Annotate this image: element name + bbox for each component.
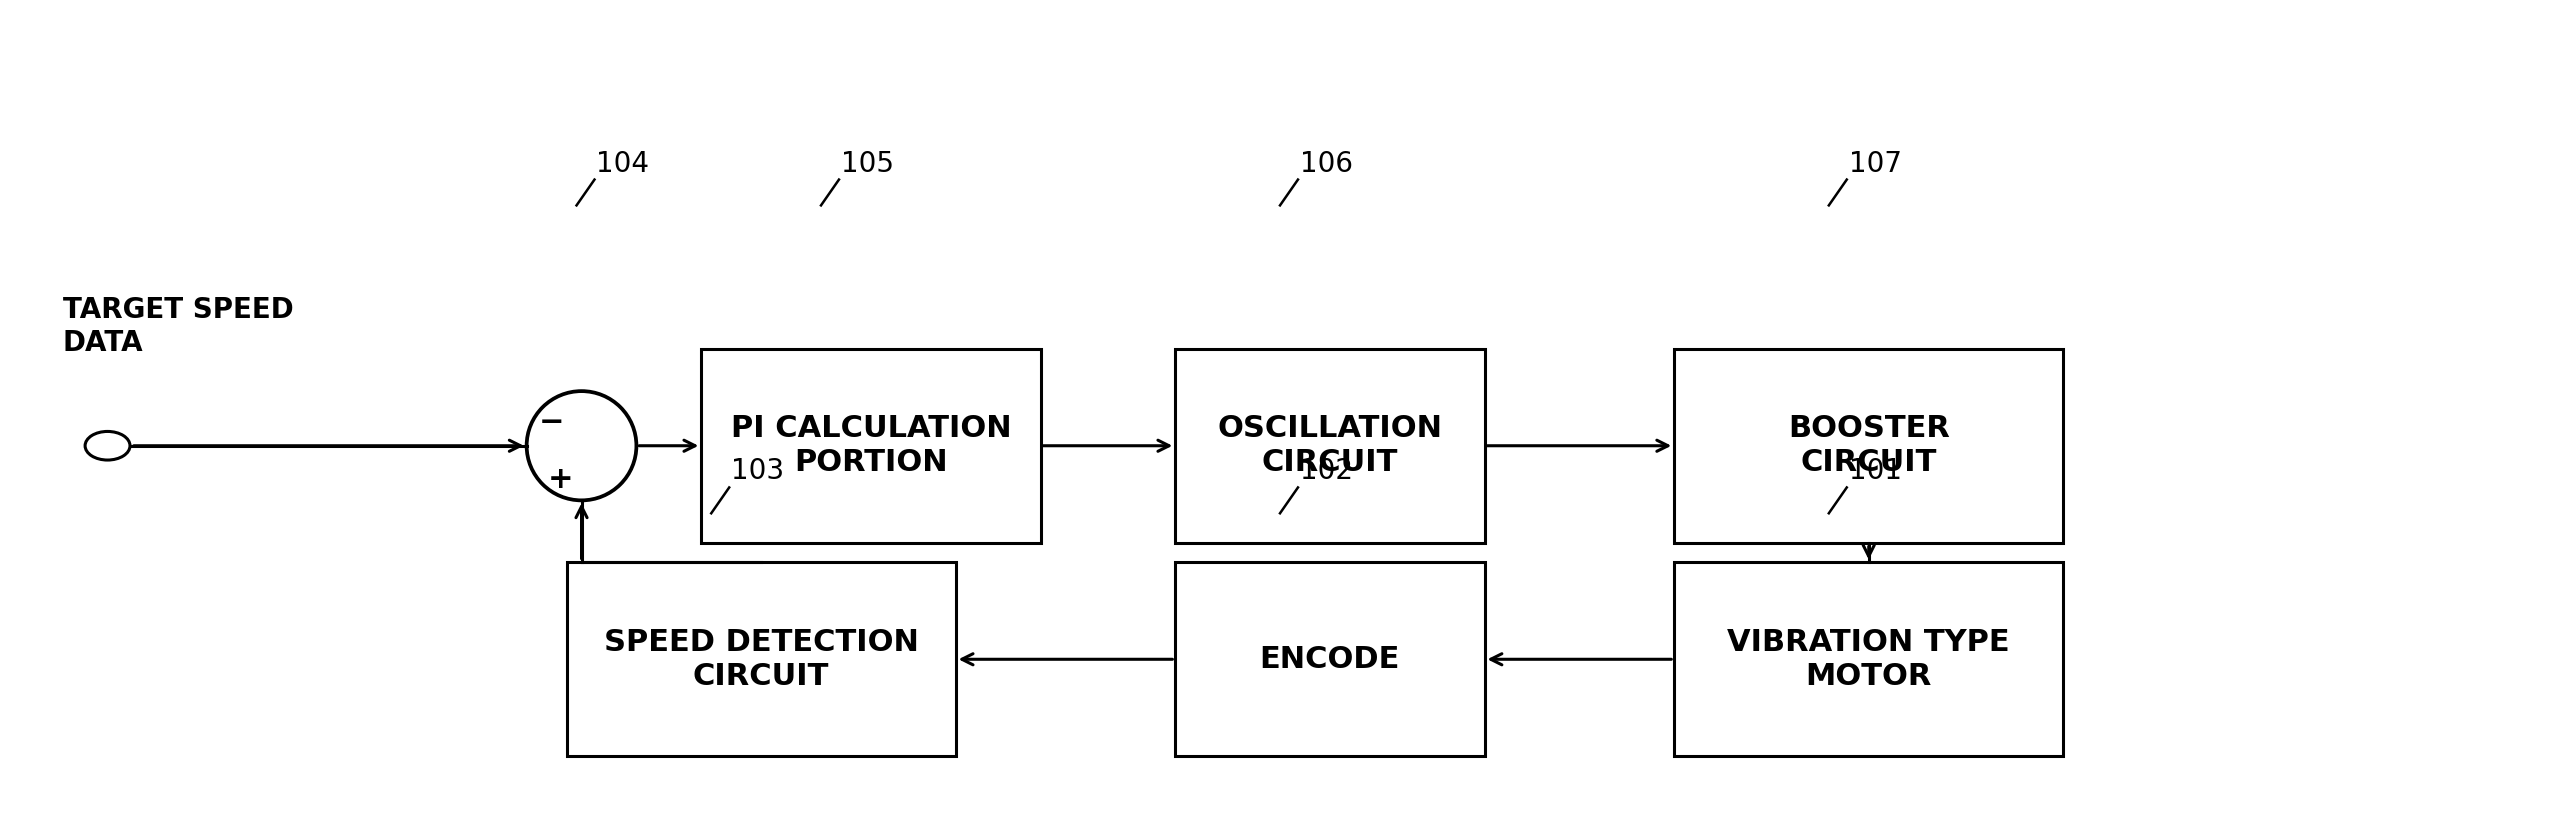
Text: 106: 106: [1299, 149, 1353, 178]
Text: 107: 107: [1848, 149, 1902, 178]
Bar: [567, 562, 955, 756]
Text: 103: 103: [732, 458, 786, 486]
Text: 104: 104: [596, 149, 649, 178]
Text: +: +: [547, 465, 572, 494]
Bar: [1674, 349, 2064, 543]
Text: 105: 105: [842, 149, 893, 178]
Text: BOOSTER
CIRCUIT: BOOSTER CIRCUIT: [1787, 415, 1951, 477]
Bar: [1176, 349, 1484, 543]
Text: TARGET SPEED
DATA: TARGET SPEED DATA: [62, 296, 293, 357]
Text: 102: 102: [1299, 458, 1353, 486]
Text: OSCILLATION
CIRCUIT: OSCILLATION CIRCUIT: [1217, 415, 1443, 477]
Text: VIBRATION TYPE
MOTOR: VIBRATION TYPE MOTOR: [1728, 628, 2010, 690]
Text: PI CALCULATION
PORTION: PI CALCULATION PORTION: [732, 415, 1011, 477]
Bar: [1176, 562, 1484, 756]
Text: ENCODE: ENCODE: [1260, 645, 1399, 674]
Bar: [701, 349, 1040, 543]
Text: 101: 101: [1848, 458, 1902, 486]
Text: −: −: [539, 408, 565, 437]
Text: SPEED DETECTION
CIRCUIT: SPEED DETECTION CIRCUIT: [603, 628, 919, 690]
Bar: [1674, 562, 2064, 756]
